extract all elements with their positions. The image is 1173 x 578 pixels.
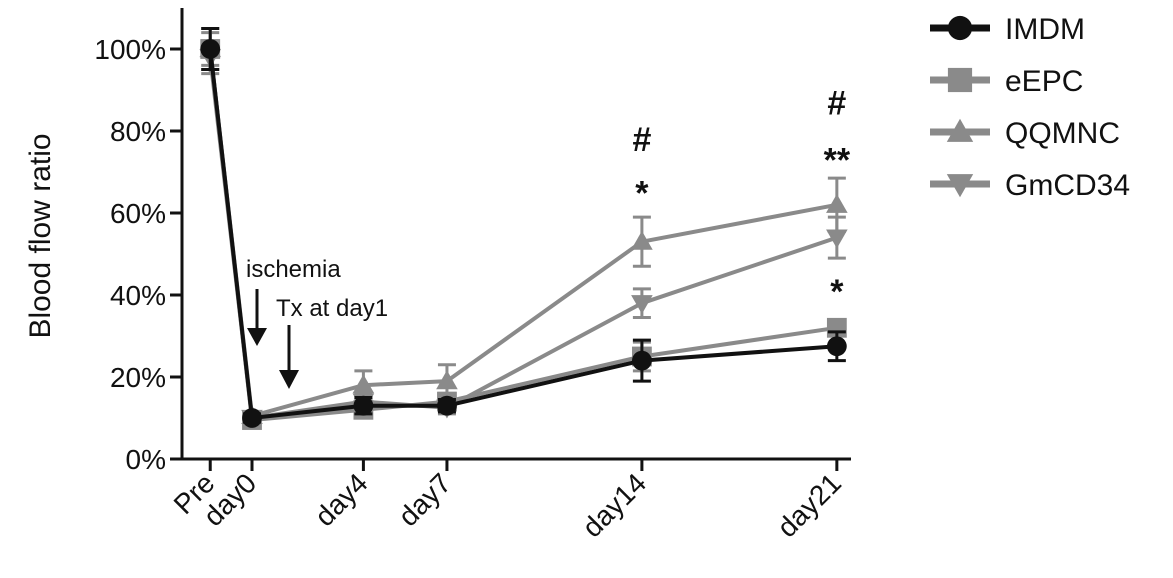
- annotation-label: ischemia: [246, 256, 341, 283]
- series-layer: [199, 27, 848, 430]
- legend-label: IMDM: [1005, 13, 1085, 46]
- annotation-arrow-head: [279, 370, 299, 389]
- significance-markers: #*#***: [632, 84, 850, 311]
- series-line: [208, 48, 838, 418]
- data-point: [826, 229, 848, 249]
- series-line: [208, 48, 838, 423]
- data-point: [826, 336, 847, 357]
- legend-marker: [947, 67, 973, 93]
- data-point: [242, 408, 262, 428]
- y-tick-label: 40%: [110, 280, 166, 311]
- legend-label: eEPC: [1005, 65, 1083, 98]
- x-tick-label: day7: [392, 467, 457, 532]
- legend-marker: [947, 15, 973, 41]
- data-point: [353, 395, 374, 416]
- y-tick-label: 0%: [126, 444, 166, 475]
- legend-marker: [946, 118, 974, 142]
- data-point: [826, 194, 848, 213]
- annotation-label: Tx at day1: [276, 295, 388, 322]
- x-tick-label: day14: [576, 467, 652, 543]
- y-tick-label: 80%: [110, 116, 166, 147]
- legend-item-imdm: IMDM: [930, 13, 1085, 46]
- data-point: [631, 295, 653, 314]
- data-point: [631, 230, 653, 250]
- significance-marker: #: [827, 84, 846, 122]
- legend: IMDM eEPC QQMNC GmCD34: [930, 13, 1130, 202]
- significance-marker: **: [824, 142, 851, 180]
- legend-marker: [946, 174, 974, 198]
- data-point: [436, 370, 458, 390]
- series-line: [208, 48, 837, 420]
- legend-item-qqmnc: QQMNC: [930, 117, 1120, 150]
- legend-label: GmCD34: [1005, 169, 1130, 202]
- series-imdm: [200, 27, 847, 428]
- y-tick-label: 20%: [110, 362, 166, 393]
- series-line: [208, 56, 838, 420]
- y-tick-label: 60%: [110, 198, 166, 229]
- significance-marker: *: [635, 175, 649, 213]
- legend-item-gmcd34: GmCD34: [930, 169, 1130, 202]
- significance-marker: *: [830, 273, 844, 311]
- y-axis-title: Blood flow ratio: [24, 133, 57, 338]
- legend-item-eepc: eEPC: [930, 65, 1083, 98]
- data-point: [437, 395, 457, 416]
- data-point: [200, 39, 221, 59]
- x-tick-label: day21: [771, 467, 847, 543]
- annotation-arrow-head: [247, 328, 267, 346]
- significance-marker: #: [632, 121, 651, 159]
- data-point: [632, 350, 652, 371]
- y-tick-label: 100%: [94, 34, 166, 65]
- series-eepc: [200, 27, 847, 430]
- annotations: ischemia Tx at day1: [246, 256, 388, 389]
- data-point: [352, 374, 375, 394]
- legend-label: QQMNC: [1005, 117, 1120, 150]
- x-tick-label: day4: [309, 467, 374, 532]
